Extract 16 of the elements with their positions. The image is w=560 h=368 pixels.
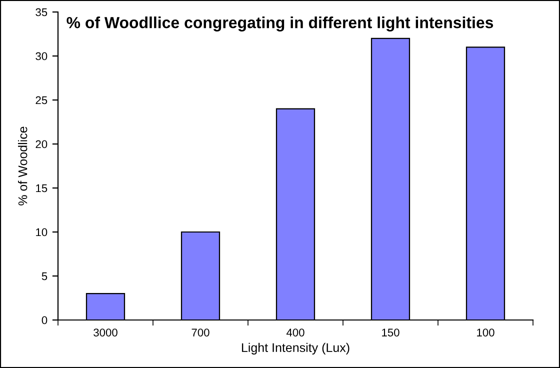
- x-tick-label: 150: [382, 328, 400, 336]
- y-tick-label: 0: [42, 316, 48, 324]
- chart-title: % of Woodllice congregating in different light intensities: [66, 16, 494, 32]
- y-tick-label: 15: [36, 184, 48, 192]
- x-tick-label: 100: [477, 328, 494, 336]
- x-tick-label: 700: [192, 328, 210, 336]
- x-axis-title: Light Intensity (Lux): [242, 342, 350, 355]
- y-tick-label: 5: [42, 272, 48, 280]
- y-axis-title: % of Woodlice: [18, 126, 28, 206]
- x-tick-label: 3000: [94, 328, 118, 336]
- x-tick-label: 400: [286, 328, 304, 336]
- y-tick-label: 35: [36, 8, 48, 16]
- y-tick-label: 10: [36, 228, 48, 236]
- y-tick-label: 25: [36, 96, 48, 104]
- y-tick-label: 20: [36, 140, 48, 148]
- y-tick-label: 30: [36, 52, 48, 60]
